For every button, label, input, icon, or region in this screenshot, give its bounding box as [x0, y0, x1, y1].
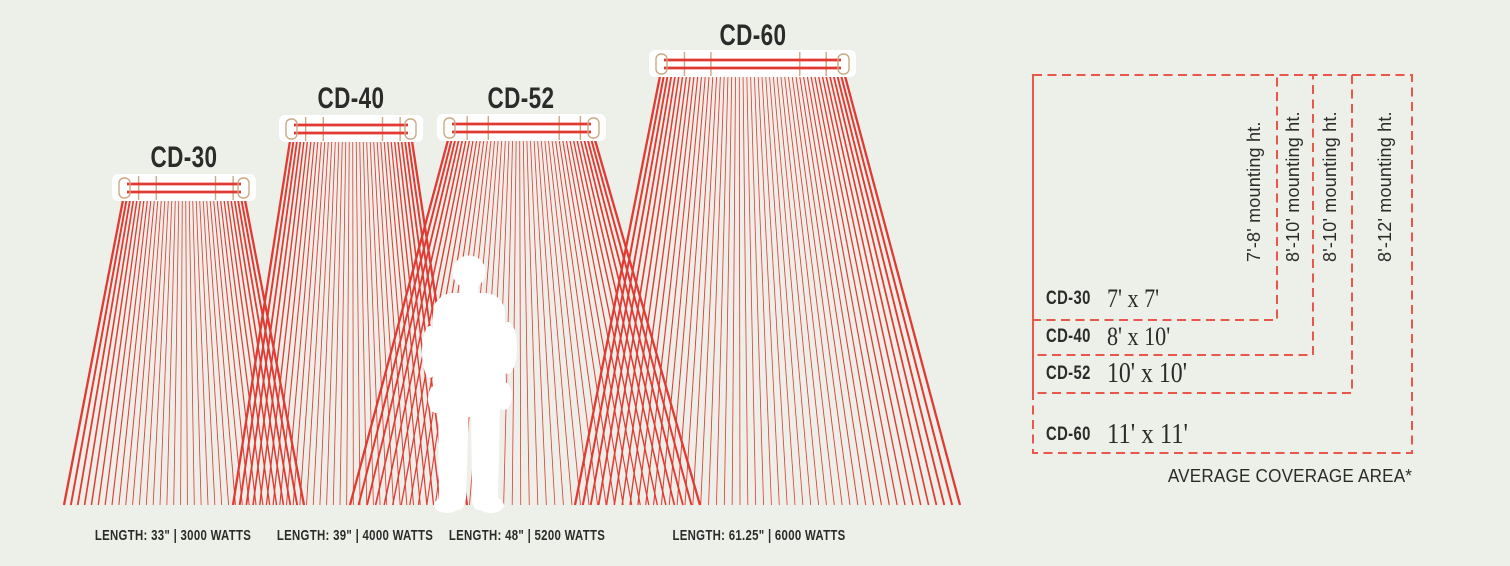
coverage-row-model: CD-60 [1046, 423, 1091, 445]
coverage-row-cd-30: CD-30 7' x 7' [1046, 284, 1169, 314]
mounting-height-label-cd-30: 7'-8' mounting ht. [1244, 121, 1264, 262]
person-right-foot [478, 497, 504, 513]
heater-fixtures [112, 50, 856, 201]
coverage-row-cd-60: CD-60 11' x 11' [1046, 418, 1203, 451]
person-silhouette [422, 255, 517, 513]
coverage-row-size: 8' x 10' [1107, 322, 1171, 351]
person-right-arm [499, 322, 517, 374]
person-left-arm [422, 326, 438, 378]
coverage-area-boxes [1032, 74, 1413, 454]
coverage-caption: AVERAGE COVERAGE AREA* [1167, 466, 1412, 486]
coverage-row-size: 11' x 11' [1107, 418, 1189, 450]
spec-label-cd-60: LENGTH: 61.25" | 6000 WATTS [672, 527, 846, 544]
model-title-cd-52: CD-52 [487, 82, 555, 115]
coverage-row-model: CD-40 [1046, 326, 1091, 347]
spec-label-cd-40: LENGTH: 39" | 4000 WATTS [276, 527, 434, 544]
person-left-leg [438, 404, 469, 510]
person-right-hand [496, 382, 512, 410]
person-torso [433, 293, 505, 417]
coverage-row-cd-40: CD-40 8' x 10' [1046, 322, 1182, 352]
mounting-height-label-cd-52: 8'-10' mounting ht. [1320, 111, 1340, 262]
person-head [452, 255, 486, 289]
person-right-leg [471, 404, 500, 510]
mounting-height-label-cd-60: 8'-12' mounting ht. [1375, 111, 1395, 262]
coverage-row-size: 7' x 7' [1107, 284, 1160, 313]
spec-label-cd-30: LENGTH: 33" | 3000 WATTS [94, 527, 252, 544]
coverage-row-cd-52: CD-52 10' x 10' [1046, 358, 1202, 390]
person-left-foot [434, 497, 460, 513]
coverage-row-size: 10' x 10' [1107, 358, 1188, 389]
coverage-row-model: CD-52 [1046, 363, 1091, 384]
coverage-row-model: CD-30 [1046, 288, 1091, 309]
spec-label-cd-52: LENGTH: 48" | 5200 WATTS [448, 527, 606, 544]
model-title-cd-40: CD-40 [317, 82, 385, 115]
model-title-cd-60: CD-60 [719, 19, 787, 52]
model-title-cd-30: CD-30 [150, 141, 218, 174]
mounting-height-label-cd-40: 8'-10' mounting ht. [1283, 111, 1303, 262]
